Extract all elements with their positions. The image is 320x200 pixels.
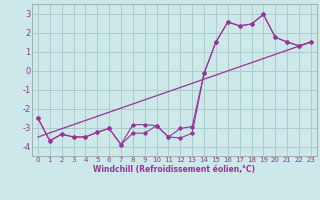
X-axis label: Windchill (Refroidissement éolien,°C): Windchill (Refroidissement éolien,°C) [93,165,255,174]
